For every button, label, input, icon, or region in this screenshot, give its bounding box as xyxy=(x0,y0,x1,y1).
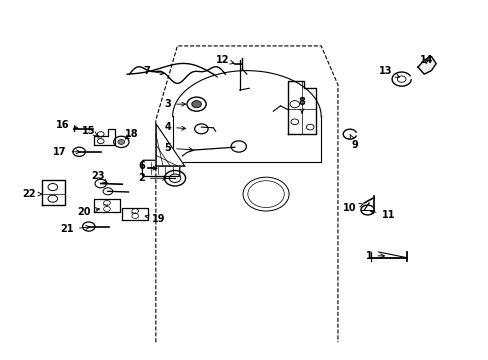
Text: 1: 1 xyxy=(365,251,384,261)
Text: 3: 3 xyxy=(164,99,185,109)
Polygon shape xyxy=(417,57,435,74)
Text: 16: 16 xyxy=(56,120,78,130)
Text: 18: 18 xyxy=(125,129,139,139)
Text: 6: 6 xyxy=(138,161,157,171)
Text: 7: 7 xyxy=(142,66,164,76)
Text: 5: 5 xyxy=(164,143,192,153)
Text: 21: 21 xyxy=(61,224,90,234)
Text: 4: 4 xyxy=(164,122,185,132)
Text: 22: 22 xyxy=(22,189,42,199)
Text: 17: 17 xyxy=(53,147,80,157)
Polygon shape xyxy=(156,123,184,166)
Text: 20: 20 xyxy=(77,207,99,217)
Text: ece: ece xyxy=(131,211,137,215)
Text: 14: 14 xyxy=(419,55,432,65)
Text: 12: 12 xyxy=(216,55,233,65)
Circle shape xyxy=(118,139,124,144)
Text: 11: 11 xyxy=(369,210,394,220)
Text: 8: 8 xyxy=(298,98,305,113)
Circle shape xyxy=(191,101,201,108)
Text: 23: 23 xyxy=(91,171,108,184)
Text: ece: ece xyxy=(102,203,108,207)
Text: 13: 13 xyxy=(378,66,399,77)
Text: ece: ece xyxy=(97,136,102,140)
Text: 15: 15 xyxy=(82,126,98,136)
Text: 9: 9 xyxy=(349,134,357,150)
Text: 19: 19 xyxy=(145,214,164,224)
Text: 10: 10 xyxy=(343,203,363,213)
Text: 2: 2 xyxy=(138,173,166,183)
